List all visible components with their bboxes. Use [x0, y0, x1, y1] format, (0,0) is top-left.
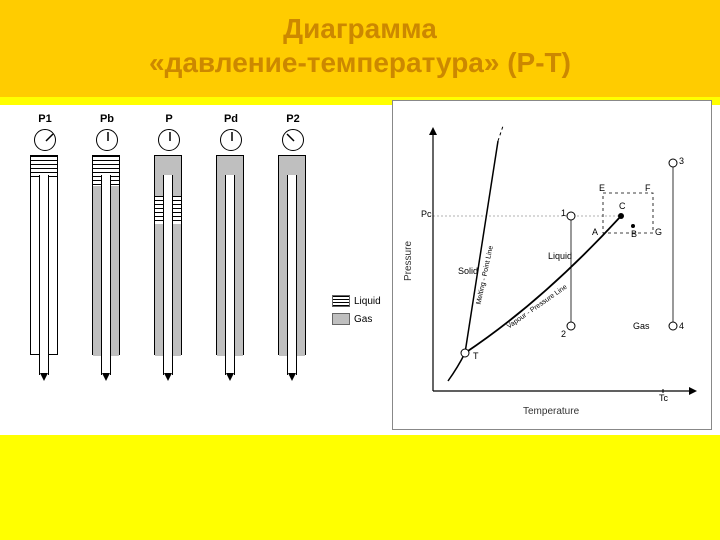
arrow-down-icon: [164, 373, 172, 381]
pt-point-4: 4: [679, 321, 684, 331]
pt-phase-diagram: Temperature Pressure Pc Tc T C Solid Liq…: [392, 100, 712, 430]
arrow-down-icon: [40, 373, 48, 381]
pipe: [163, 175, 173, 375]
legend: Liquid Gas: [332, 295, 381, 331]
pt-point-2: 2: [561, 329, 566, 339]
pipe: [225, 175, 235, 375]
gauge-icon: [282, 129, 304, 151]
box-F: F: [645, 183, 651, 193]
title-band: Диаграмма «давление-температура» (Р-Т): [0, 0, 720, 97]
gauge-icon: [220, 129, 242, 151]
box-B: B: [631, 229, 637, 239]
gauge-icon: [158, 129, 180, 151]
column-label: Pd: [216, 113, 246, 125]
legend-liquid-label: Liquid: [354, 296, 381, 307]
gas-region-label: Gas: [633, 321, 650, 331]
pipe: [287, 175, 297, 375]
gauge-icon: [34, 129, 56, 151]
pc-label: Pc: [421, 209, 432, 219]
gauge-icon: [96, 129, 118, 151]
title-line2: «давление-температура» (Р-Т): [149, 47, 571, 78]
liquid-swatch: [332, 295, 350, 307]
legend-gas-label: Gas: [354, 314, 372, 325]
pt-point-3: 3: [679, 156, 684, 166]
content-area: P1 Pb P: [0, 105, 720, 435]
title-line1: Диаграмма: [283, 13, 437, 44]
legend-gas: Gas: [332, 313, 381, 325]
legend-liquid: Liquid: [332, 295, 381, 307]
triple-label: T: [473, 351, 479, 361]
column-label: P2: [278, 113, 308, 125]
column-label: P1: [30, 113, 60, 125]
page-title: Диаграмма «давление-температура» (Р-Т): [0, 12, 720, 79]
column-label: P: [154, 113, 184, 125]
x-axis-label: Temperature: [523, 406, 579, 417]
arrow-down-icon: [288, 373, 296, 381]
arrow-down-icon: [102, 373, 110, 381]
critical-label: C: [619, 201, 626, 211]
solid-region-label: Solid: [458, 266, 478, 276]
column-label: Pb: [92, 113, 122, 125]
pt-point-1: 1: [561, 208, 566, 218]
box-G: G: [655, 227, 662, 237]
tc-label: Tc: [659, 393, 668, 403]
arrow-down-icon: [226, 373, 234, 381]
pt-chart-svg: [393, 101, 713, 431]
pipe: [101, 175, 111, 375]
pipe: [39, 175, 49, 375]
box-E: E: [599, 183, 605, 193]
liquid-region-label: Liquid: [548, 251, 572, 261]
box-A: A: [592, 227, 598, 237]
columns-diagram: P1 Pb P: [10, 115, 380, 425]
y-axis-label: Pressure: [403, 241, 414, 281]
gas-swatch: [332, 313, 350, 325]
